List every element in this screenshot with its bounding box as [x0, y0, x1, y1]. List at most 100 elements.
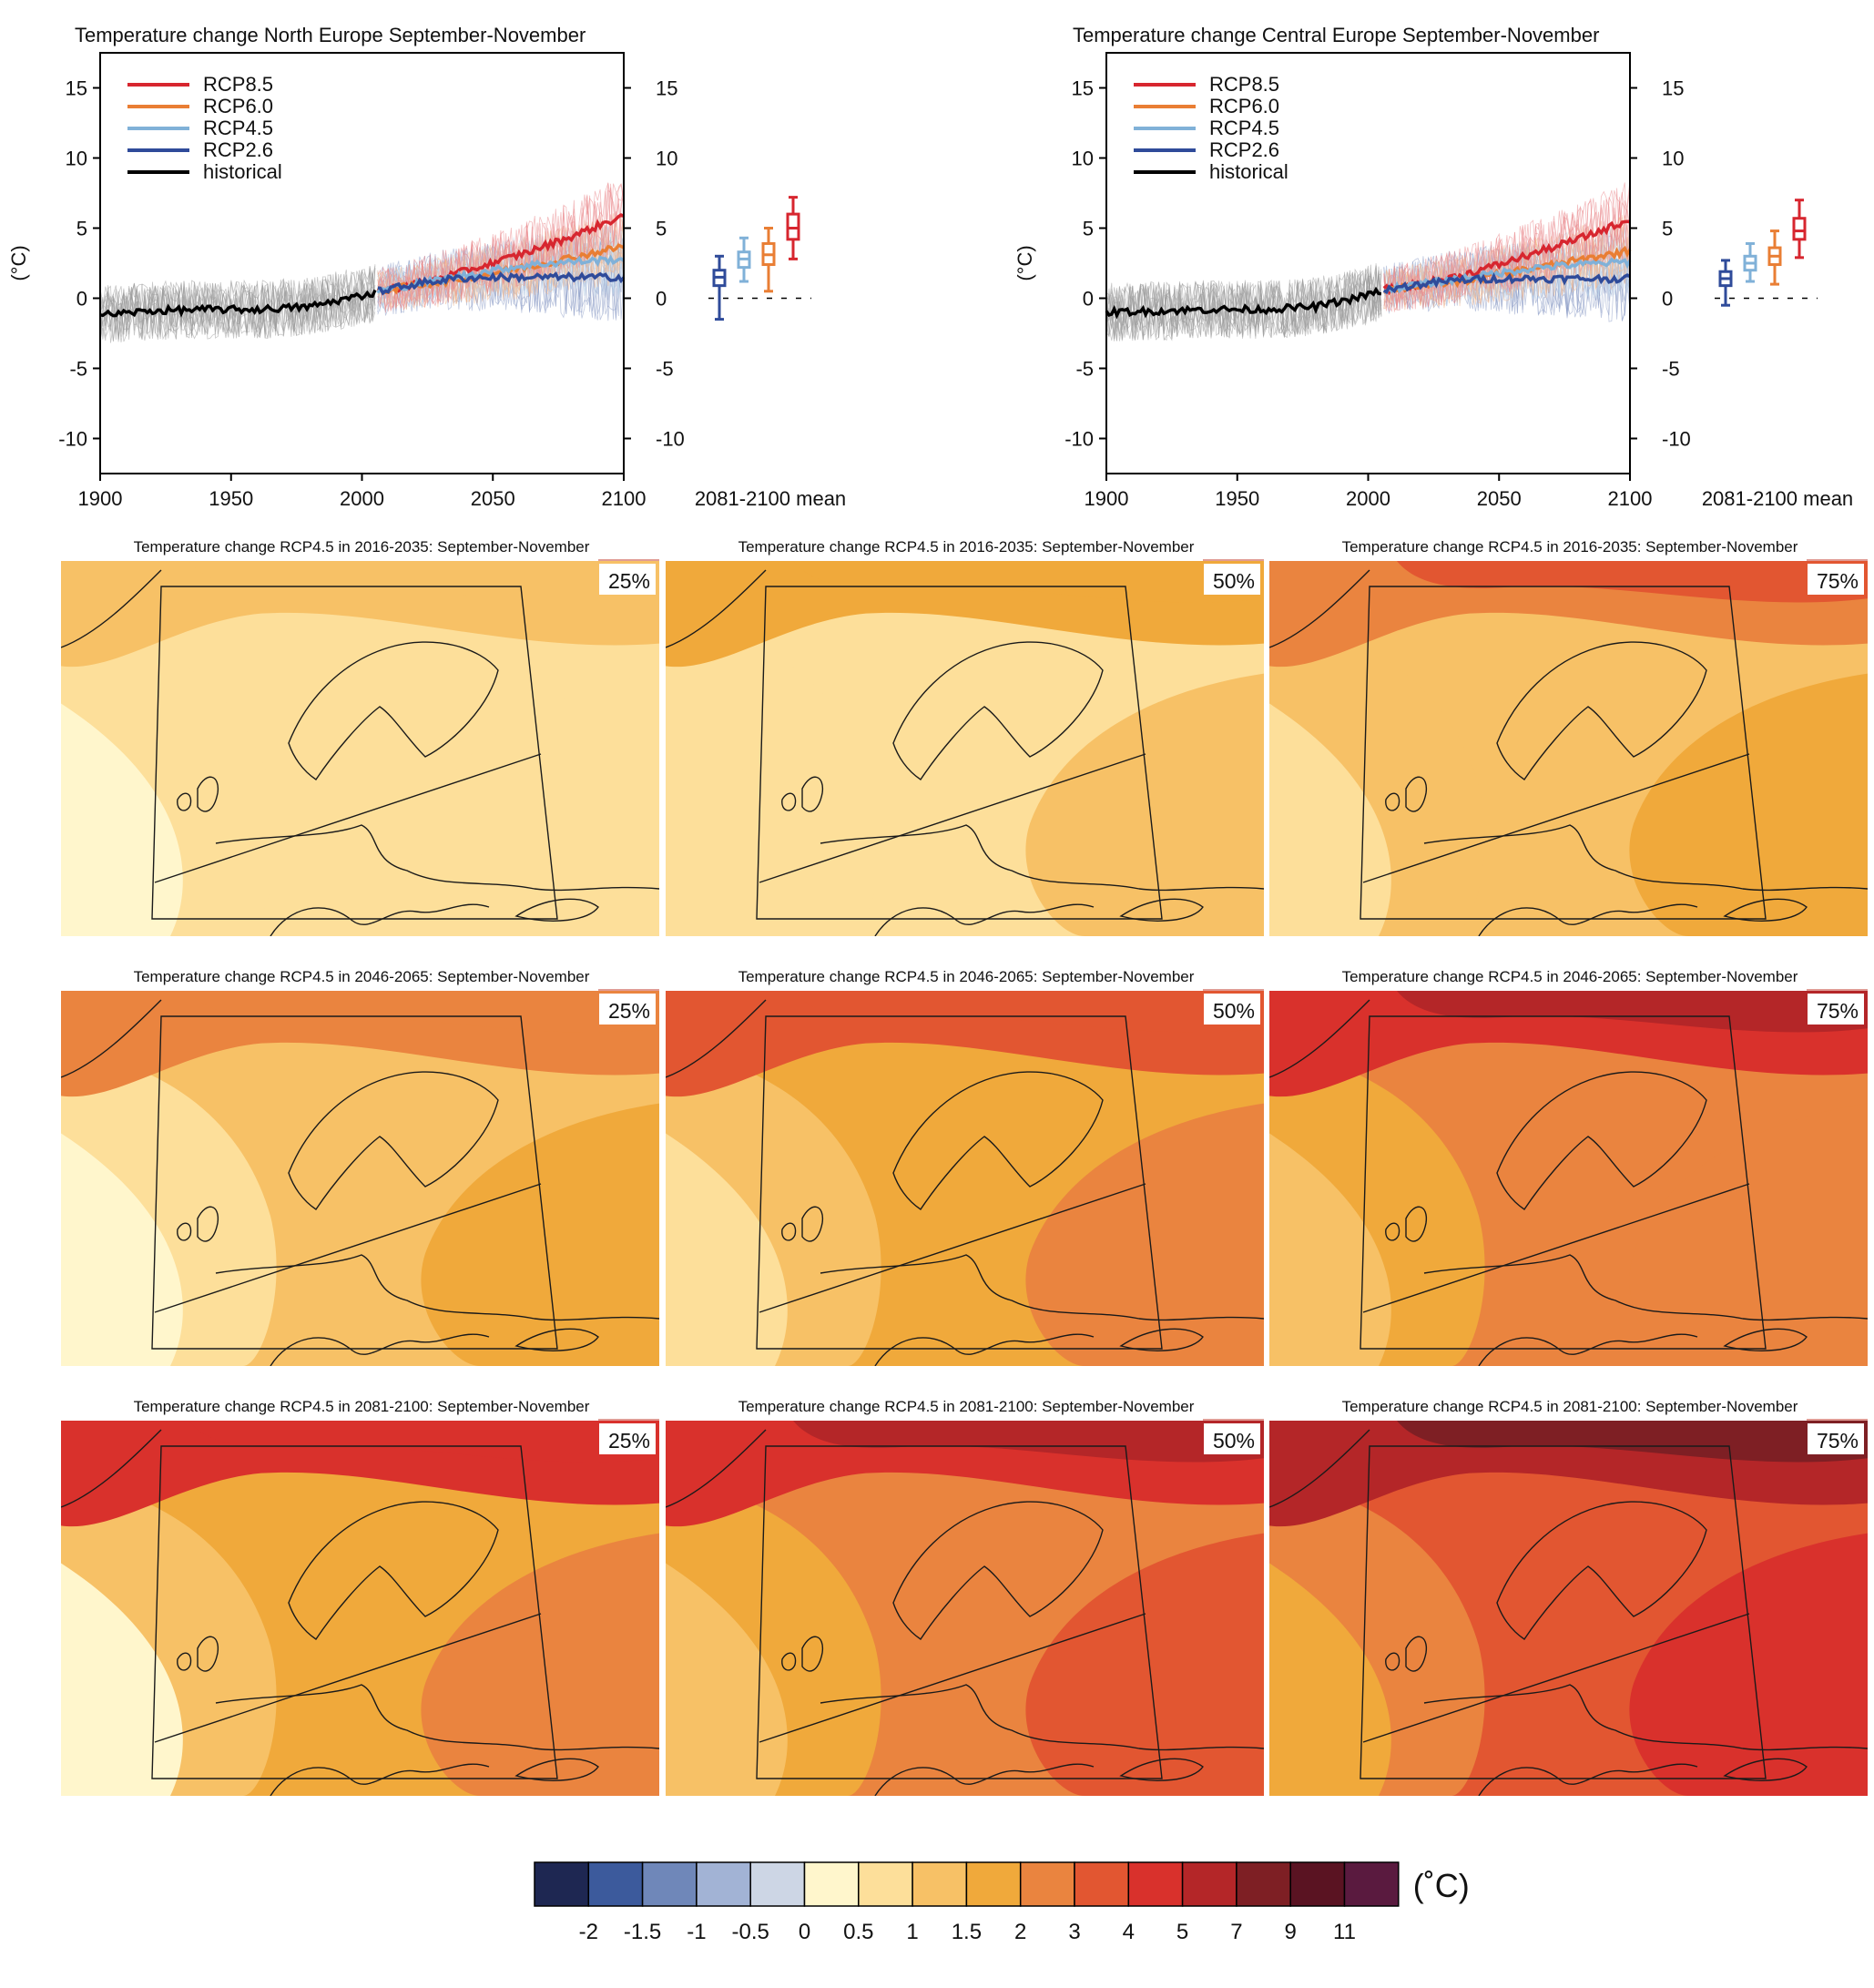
colorbar-tick-label: 2	[1014, 1920, 1026, 1944]
temperature-maps: Temperature change RCP4.5 in 2016-2035: …	[61, 538, 1868, 1796]
colorbar-swatch	[696, 1861, 751, 1907]
colorbar-tick-label: 7	[1230, 1920, 1242, 1944]
field-east	[1629, 673, 1868, 936]
x-tick-label: 2000	[1346, 487, 1390, 510]
field-east	[1025, 1103, 1264, 1366]
coast-greenland	[61, 999, 162, 1078]
coast-britain	[801, 1636, 824, 1672]
field-southwest	[666, 692, 805, 936]
coast-britain	[801, 776, 824, 812]
coast-mediterranean	[874, 903, 1095, 936]
scenario-member	[377, 182, 625, 311]
coast-continental	[215, 1684, 659, 1751]
field-west	[61, 1476, 277, 1796]
boxplot-rcp60	[1767, 229, 1782, 286]
chart-title: Temperature change Central Europe Septem…	[1073, 24, 1599, 46]
y-tick-label-right: 15	[656, 77, 677, 100]
scenario-member	[1383, 188, 1631, 313]
percentile-badge-bg	[1204, 564, 1260, 595]
coast-britain	[1405, 1206, 1428, 1242]
region-boundary	[756, 1015, 1163, 1350]
region-boundary	[1360, 1015, 1767, 1350]
colorbar: -2 -1.5 -1 -0.5 0 0.5 1 1.5 2 3 4 5 7 9 11 (˚C)	[534, 1861, 1470, 1944]
field-east	[421, 1103, 659, 1366]
coast-scandinavia	[892, 1501, 1104, 1640]
y-tick-label: -5	[69, 358, 87, 381]
coast-black-sea	[1723, 898, 1808, 922]
coast-scandinavia	[892, 641, 1104, 780]
colorbar-swatch	[803, 1861, 860, 1907]
coast-black-sea	[1119, 1758, 1204, 1781]
scenario-member	[1383, 180, 1631, 311]
map-panel-8: Temperature change RCP4.5 in 2081-2100: …	[666, 1398, 1264, 1796]
coast-mediterranean	[1478, 1333, 1698, 1366]
coast-britain	[197, 1636, 219, 1672]
region-boundary	[1360, 1445, 1767, 1779]
colorbar-swatch	[1127, 1861, 1184, 1907]
legend-label: RCP8.5	[203, 73, 273, 96]
field-northeast	[1397, 561, 1868, 603]
chart-title: Temperature change North Europe Septembe…	[75, 24, 586, 46]
colorbar-tick-label: 5	[1176, 1920, 1188, 1944]
legend-label: RCP6.0	[203, 95, 273, 117]
field-east	[1629, 1103, 1868, 1366]
percentile-badge: 50%	[1213, 1429, 1255, 1453]
coast-britain	[1405, 776, 1428, 812]
map-field	[666, 561, 1264, 936]
percentile-badge-bg	[1808, 994, 1864, 1025]
series-line-rcp45	[1382, 257, 1632, 295]
historical-member	[99, 266, 376, 341]
map-field	[666, 991, 1264, 1366]
region-boundary	[1360, 586, 1767, 920]
map-panel-9: Temperature change RCP4.5 in 2081-2100: …	[1269, 1398, 1868, 1796]
colorbar-swatch	[749, 1861, 806, 1907]
percentile-badge-bg	[1808, 564, 1864, 595]
percentile-badge: 50%	[1213, 999, 1255, 1023]
map-title: Temperature change RCP4.5 in 2081-2100: …	[738, 1398, 1195, 1415]
map-field	[61, 1421, 659, 1796]
percentile-badge-bg	[599, 1423, 656, 1454]
coast-continental	[820, 1684, 1264, 1751]
field-west	[666, 1046, 881, 1366]
coast-ireland	[781, 1652, 797, 1671]
map-field	[61, 991, 659, 1366]
region-boundary	[756, 1445, 1163, 1779]
coast-black-sea	[1119, 1328, 1204, 1351]
y-tick-label-right: 5	[656, 218, 667, 240]
historical-member	[1105, 265, 1382, 342]
region-divider	[154, 1183, 542, 1313]
boxplot-rcp85	[786, 196, 800, 260]
coast-greenland	[666, 999, 767, 1078]
coast-mediterranean	[874, 1763, 1095, 1796]
boxplot-rcp26	[712, 254, 727, 321]
colorbar-swatch	[587, 1861, 644, 1907]
field-southwest	[61, 1552, 200, 1796]
series-line-historical	[99, 289, 377, 318]
y-tick-label-right: -5	[1662, 358, 1680, 381]
coast-continental	[820, 1254, 1264, 1321]
y-tick-label: 15	[66, 77, 87, 100]
field-southwest	[666, 1122, 805, 1366]
scenario-member	[1383, 182, 1631, 311]
coast-ireland	[177, 1222, 192, 1241]
colorbar-tick-label: -2	[579, 1920, 598, 1944]
field-northeast	[188, 561, 659, 603]
historical-member	[99, 268, 376, 342]
field-southwest	[1269, 1552, 1409, 1796]
colorbar-swatch	[1019, 1861, 1075, 1907]
coast-britain	[197, 776, 219, 812]
field-west	[1269, 617, 1485, 936]
field-southwest	[1269, 1122, 1409, 1366]
legend-label: RCP2.6	[203, 138, 273, 161]
line-chart-2: Temperature change Central Europe Septem…	[1013, 24, 1853, 510]
coast-ireland	[1385, 792, 1400, 811]
percentile-badge-bg	[1204, 994, 1260, 1025]
coastlines	[666, 999, 1264, 1366]
map-field	[666, 1421, 1264, 1796]
box-iqr	[786, 212, 800, 241]
legend-label: RCP8.5	[1209, 73, 1279, 96]
region-divider	[154, 753, 542, 883]
colorbar-swatch	[1074, 1861, 1130, 1907]
coast-mediterranean	[270, 903, 490, 936]
